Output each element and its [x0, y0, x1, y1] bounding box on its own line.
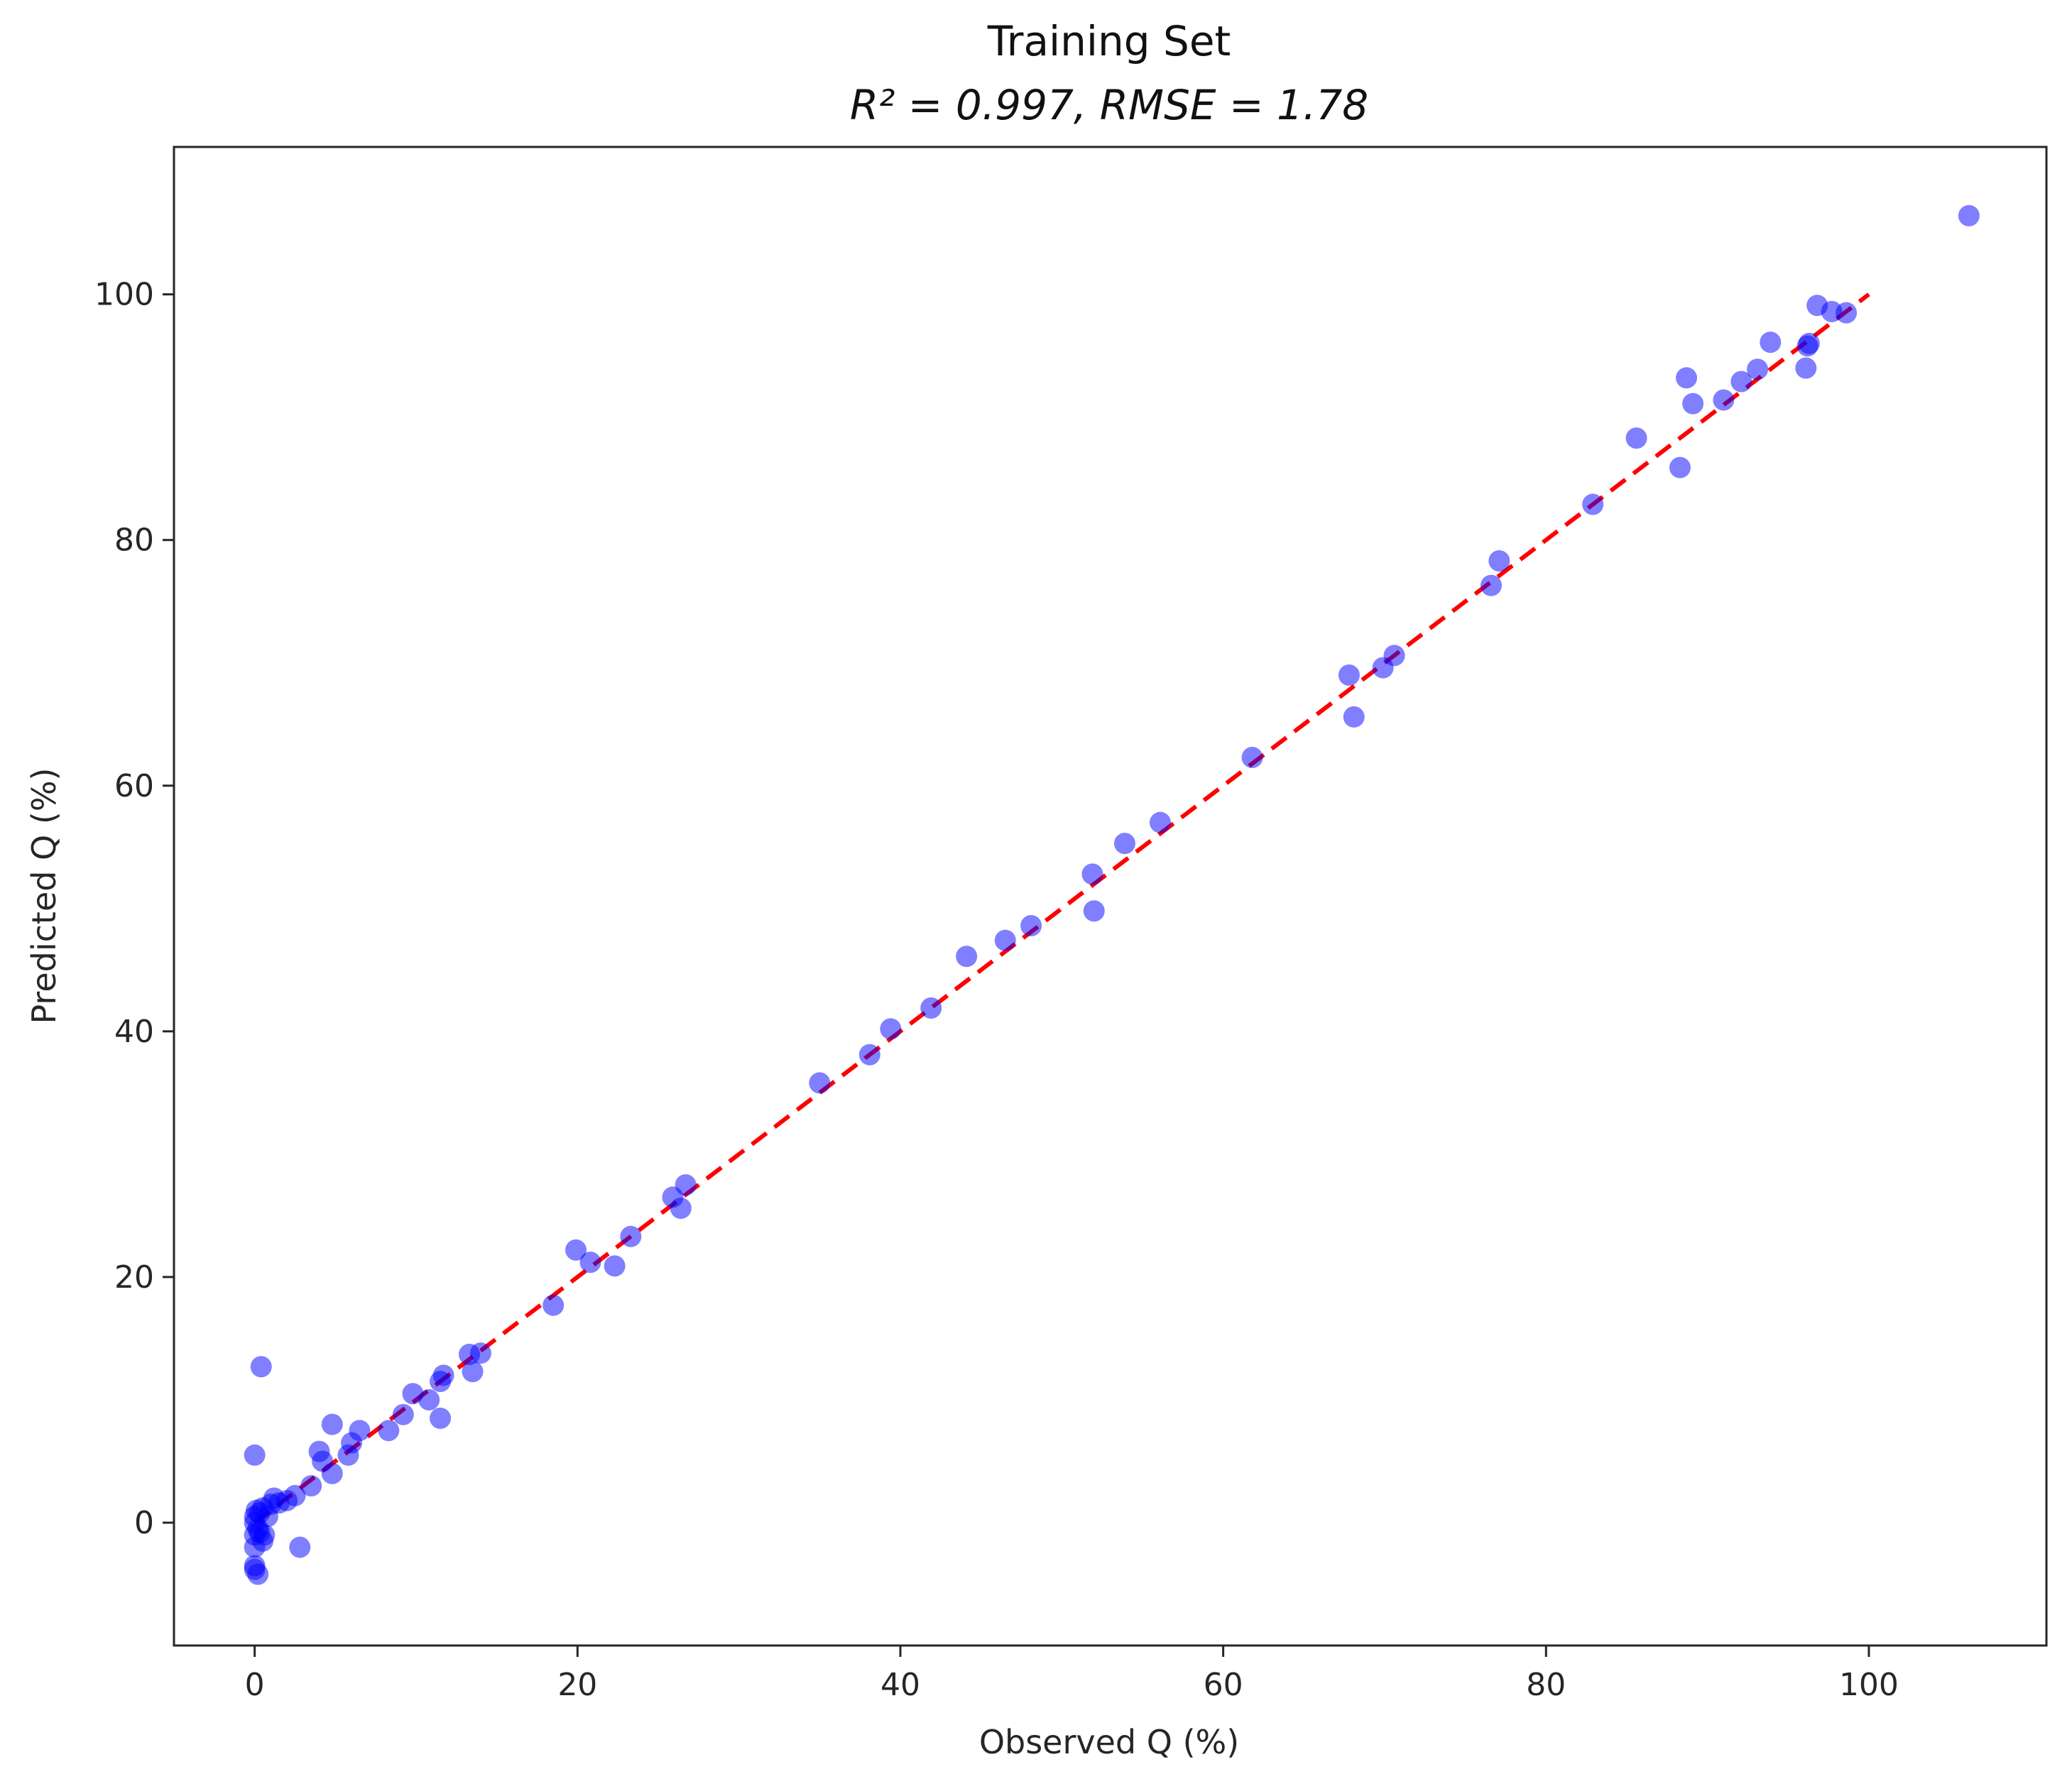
- data-point: [1676, 367, 1698, 389]
- data-point: [284, 1484, 306, 1506]
- y-tick-label: 80: [114, 522, 154, 559]
- data-point: [430, 1407, 452, 1429]
- data-point: [1149, 811, 1171, 833]
- data-point: [1669, 456, 1691, 478]
- data-point: [469, 1342, 491, 1364]
- chart-subtitle: R² = 0.997, RMSE = 1.78: [850, 81, 1368, 129]
- data-point: [1798, 332, 1820, 354]
- data-point: [670, 1198, 692, 1220]
- data-point: [1081, 863, 1103, 885]
- data-point: [1343, 706, 1365, 728]
- data-point: [432, 1364, 454, 1386]
- data-point: [542, 1294, 565, 1316]
- data-point: [1241, 746, 1263, 768]
- x-tick-label: 60: [1204, 1667, 1243, 1703]
- data-point: [858, 1044, 880, 1066]
- data-point: [994, 929, 1016, 951]
- y-tick-label: 100: [94, 277, 154, 313]
- data-point: [462, 1361, 484, 1383]
- data-point: [1582, 493, 1604, 515]
- y-tick-label: 0: [134, 1505, 154, 1541]
- data-point: [809, 1072, 831, 1094]
- data-point: [378, 1420, 400, 1442]
- x-tick-label: 20: [557, 1667, 597, 1703]
- data-point: [1488, 550, 1510, 572]
- data-point: [250, 1356, 272, 1378]
- data-point: [289, 1536, 311, 1558]
- data-point: [880, 1018, 902, 1040]
- data-point: [1682, 393, 1704, 415]
- data-point: [321, 1413, 343, 1435]
- y-tick-label: 40: [114, 1014, 154, 1050]
- data-point: [565, 1239, 587, 1261]
- data-point: [321, 1462, 343, 1484]
- data-point: [620, 1225, 642, 1247]
- y-axis-label: Predicted Q (%): [25, 768, 63, 1024]
- data-point: [1338, 664, 1360, 686]
- data-point: [249, 1521, 271, 1543]
- data-point: [1747, 358, 1769, 380]
- data-point: [244, 1444, 266, 1466]
- data-point: [1713, 389, 1735, 411]
- data-points: [244, 204, 1980, 1585]
- data-point: [1625, 427, 1647, 449]
- data-point: [1760, 332, 1782, 354]
- data-point: [418, 1389, 440, 1411]
- data-point: [402, 1383, 424, 1405]
- data-point: [392, 1403, 414, 1425]
- y-tick-label: 20: [114, 1259, 154, 1296]
- x-tick-label: 0: [245, 1667, 265, 1703]
- x-tick-label: 80: [1526, 1667, 1566, 1703]
- data-point: [244, 1558, 266, 1580]
- data-point: [1083, 900, 1105, 922]
- data-point: [1730, 371, 1752, 393]
- axis-ticks: 0 20 40 60 80 100 0 20 40 60 80 100: [94, 277, 1899, 1703]
- x-tick-label: 40: [880, 1667, 920, 1703]
- data-point: [1480, 574, 1502, 596]
- data-point: [1383, 645, 1405, 667]
- data-point: [579, 1252, 601, 1274]
- y-tick-label: 60: [114, 768, 154, 804]
- data-point: [1020, 915, 1042, 937]
- data-point: [300, 1475, 322, 1497]
- data-point: [920, 997, 942, 1019]
- data-point: [349, 1420, 371, 1442]
- data-point: [604, 1255, 626, 1277]
- x-axis-label: Observed Q (%): [979, 1723, 1239, 1761]
- data-point: [1836, 302, 1858, 324]
- data-point: [1795, 357, 1817, 379]
- x-tick-label: 100: [1839, 1667, 1899, 1703]
- data-point: [675, 1174, 697, 1196]
- data-point: [1113, 833, 1135, 855]
- data-point: [956, 946, 978, 968]
- chart-title: Training Set: [987, 17, 1231, 65]
- data-point: [1958, 204, 1980, 226]
